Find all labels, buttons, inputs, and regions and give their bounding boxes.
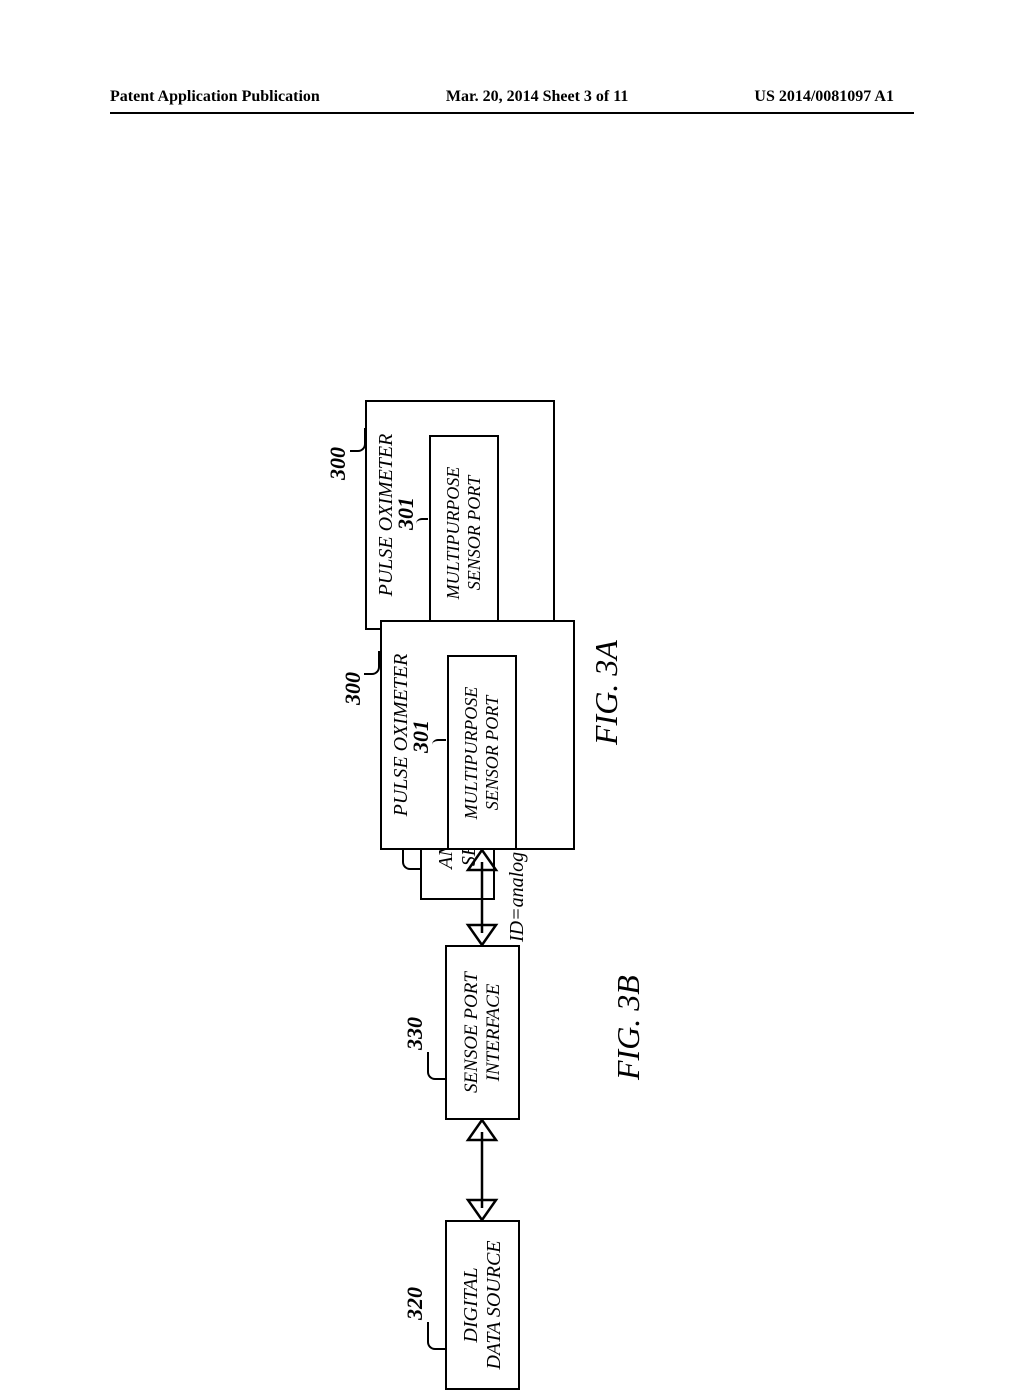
caption-3b: FIG. 3B (610, 975, 647, 1080)
page: Patent Application Publication Mar. 20, … (0, 0, 1024, 1320)
block-sensor-port-3a: MULTIPURPOSE SENSOR PORT (429, 436, 499, 631)
block-digital-source: DIGITAL DATA SOURCE (445, 1220, 520, 1390)
ref-300-3b-leader (364, 651, 380, 675)
block-sensor-port-3b-line1: MULTIPURPOSE (461, 687, 482, 820)
ref-300-3a-leader (350, 428, 366, 452)
page-header: Patent Application Publication Mar. 20, … (0, 88, 1024, 106)
block-digital-source-line1: DIGITAL (460, 1267, 483, 1342)
block-sensor-port-interface: SENSOE PORT INTERFACE (445, 945, 520, 1120)
block-sensor-port-interface-line1: SENSOE PORT (461, 972, 483, 1093)
ref-301-3a-leader (416, 518, 428, 528)
block-sensor-port-interface-line2: INTERFACE (483, 984, 505, 1082)
header-left: Patent Application Publication (110, 88, 320, 106)
header-right: US 2014/0081097 A1 (754, 88, 894, 106)
ref-320-leader (427, 1322, 445, 1350)
arrow-3b-right (462, 850, 502, 945)
figures-area: ANALOG SENSOR 310 PULSE OXIMETER MULTIPU… (0, 220, 1024, 1220)
block-sensor-port-3a-line1: MULTIPURPOSE (443, 467, 464, 600)
block-digital-source-line2: DATA SOURCE (483, 1240, 506, 1369)
ref-320: 320 (402, 1287, 428, 1320)
ref-300-3b: 300 (340, 672, 366, 705)
ref-300-3a: 300 (325, 447, 351, 480)
header-center: Mar. 20, 2014 Sheet 3 of 11 (446, 88, 629, 106)
figure-3b: DIGITAL DATA SOURCE 320 SENSOE PORT INTE… (370, 650, 690, 1390)
ref-301-3b: 301 (408, 720, 434, 753)
ref-301-3b-leader (432, 739, 446, 749)
block-sensor-port-3a-line2: SENSOR PORT (464, 476, 485, 591)
arrow-3b-left (462, 1120, 502, 1220)
ref-330: 330 (402, 1017, 428, 1050)
block-sensor-port-3b: MULTIPURPOSE SENSOR PORT (447, 656, 517, 851)
block-sensor-port-3b-line2: SENSOR PORT (482, 696, 503, 811)
header-rule (110, 112, 914, 114)
id-label-3b: ID=analog (506, 852, 529, 942)
ref-330-leader (427, 1052, 445, 1080)
